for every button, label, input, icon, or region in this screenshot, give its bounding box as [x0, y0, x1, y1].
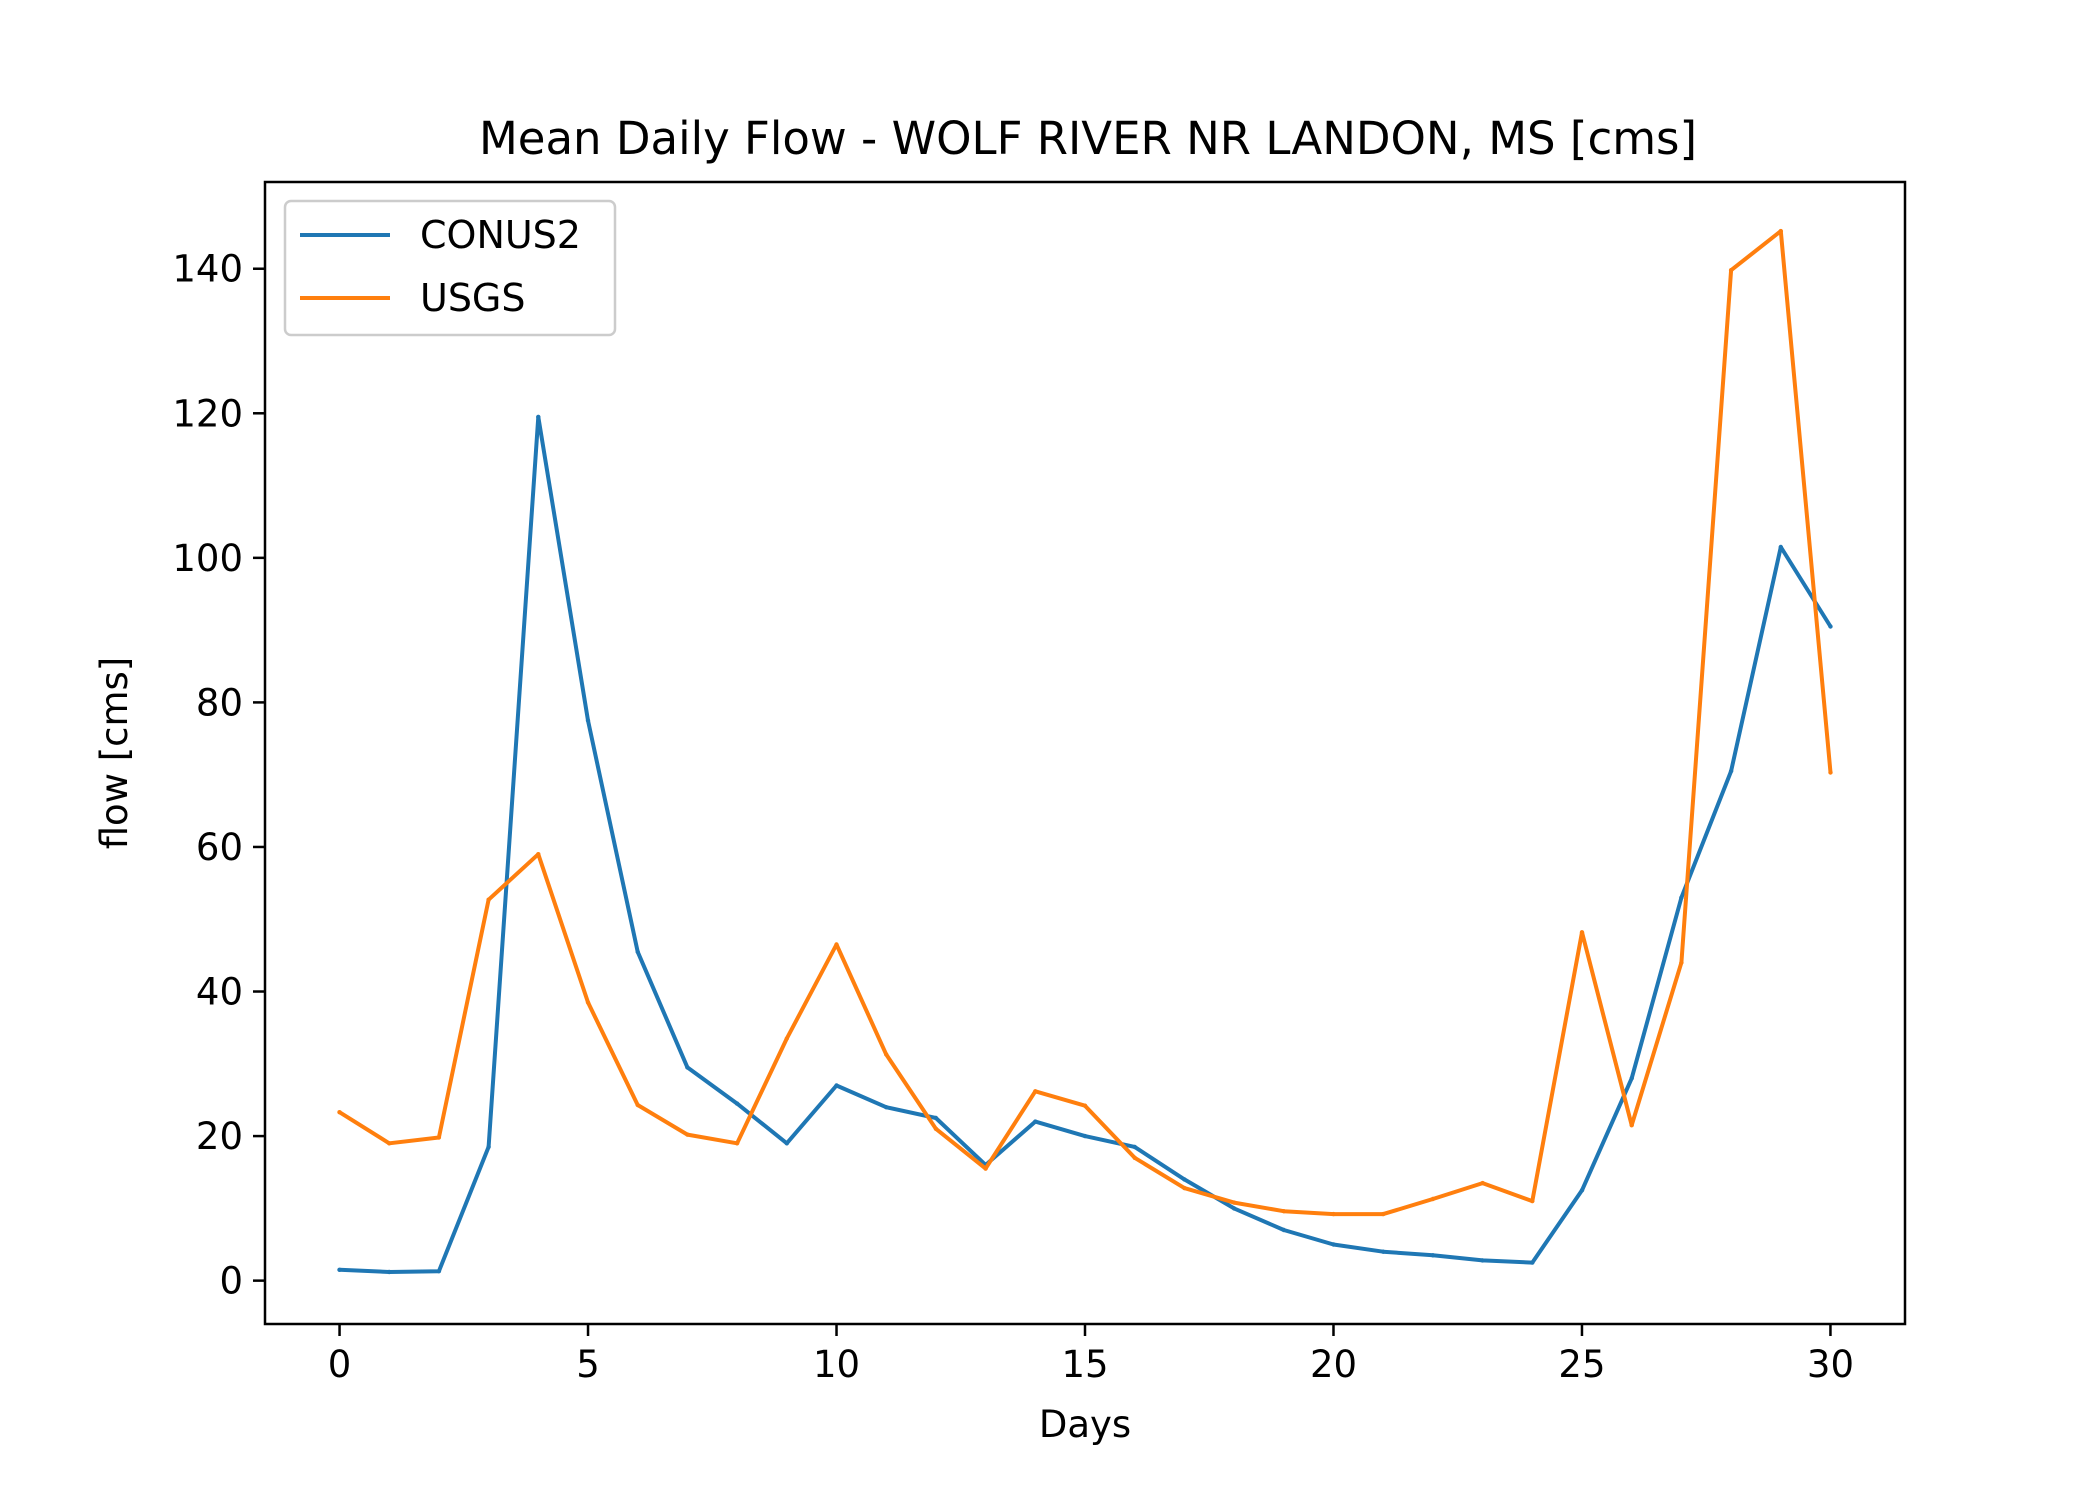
data-point-conus2	[1430, 1253, 1436, 1258]
data-point-conus2	[1132, 1144, 1137, 1150]
data-point-usgs	[1480, 1180, 1485, 1186]
legend: CONUS2 USGS	[283, 199, 617, 337]
data-point-conus2	[337, 1267, 342, 1273]
x-tick-label: 10	[813, 1343, 860, 1386]
y-axis-label: flow [cms]	[93, 657, 136, 850]
data-point-conus2	[1828, 624, 1833, 629]
chart-title: Mean Daily Flow - WOLF RIVER NR LANDON, …	[479, 112, 1697, 165]
x-tick-label: 0	[328, 1343, 352, 1386]
data-point-usgs	[486, 897, 491, 902]
series-lines	[337, 228, 1833, 1275]
data-point-usgs	[834, 942, 839, 947]
data-point-conus2	[784, 1141, 789, 1146]
data-point-conus2	[1182, 1177, 1187, 1182]
data-point-conus2	[685, 1065, 690, 1070]
data-point-conus2	[933, 1115, 939, 1121]
data-point-usgs	[1182, 1185, 1187, 1191]
data-point-conus2	[486, 1144, 491, 1150]
y-tick-label: 60	[196, 826, 243, 869]
data-point-usgs	[685, 1132, 690, 1137]
data-point-conus2	[1281, 1227, 1287, 1233]
data-point-usgs	[1530, 1198, 1535, 1204]
data-point-usgs	[387, 1141, 392, 1146]
data-point-usgs	[1778, 228, 1784, 234]
y-tick-label: 0	[219, 1260, 243, 1303]
data-point-usgs	[1033, 1089, 1038, 1094]
data-point-conus2	[1728, 768, 1734, 774]
data-point-conus2	[387, 1269, 392, 1275]
legend-label-conus2: CONUS2	[420, 213, 581, 257]
data-point-usgs	[1132, 1155, 1137, 1161]
data-point-usgs	[1629, 1123, 1634, 1128]
legend-label-usgs: USGS	[420, 276, 526, 320]
data-point-usgs	[536, 852, 541, 857]
data-point-usgs	[585, 1000, 591, 1005]
data-point-conus2	[536, 414, 541, 420]
data-point-conus2	[1033, 1119, 1038, 1124]
data-point-usgs	[1082, 1103, 1088, 1108]
data-point-conus2	[1530, 1260, 1535, 1265]
data-point-usgs	[734, 1141, 740, 1146]
data-point-usgs	[1679, 960, 1684, 965]
y-tick-label: 20	[196, 1115, 243, 1158]
data-point-conus2	[1629, 1076, 1634, 1081]
data-point-conus2	[1381, 1249, 1386, 1254]
data-point-conus2	[436, 1269, 442, 1274]
data-point-usgs	[1281, 1209, 1287, 1214]
data-point-usgs	[1828, 770, 1833, 775]
data-point-usgs	[1430, 1196, 1436, 1202]
y-tick-label: 100	[172, 537, 243, 580]
data-point-conus2	[1331, 1242, 1336, 1247]
data-point-usgs	[784, 1036, 789, 1041]
data-point-conus2	[1579, 1188, 1585, 1193]
data-point-conus2	[1480, 1258, 1485, 1263]
data-point-usgs	[933, 1126, 939, 1132]
plot-area	[263, 180, 1907, 1326]
x-axis-label: Days	[1039, 1403, 1131, 1446]
data-point-usgs	[1331, 1211, 1336, 1217]
x-tick-label: 20	[1310, 1343, 1357, 1386]
y-tick-label: 120	[172, 392, 243, 435]
data-point-usgs	[1381, 1211, 1386, 1217]
x-tick-label: 30	[1807, 1343, 1854, 1386]
y-tick-label: 80	[196, 681, 243, 724]
x-tick-label: 15	[1061, 1343, 1108, 1386]
data-point-conus2	[585, 718, 591, 723]
data-point-conus2	[1679, 895, 1684, 900]
data-point-conus2	[734, 1101, 740, 1106]
data-point-conus2	[1082, 1133, 1088, 1139]
data-point-usgs	[1231, 1200, 1237, 1205]
data-point-conus2	[834, 1083, 839, 1088]
data-point-conus2	[1231, 1206, 1237, 1211]
data-point-conus2	[1778, 544, 1784, 550]
data-point-conus2	[635, 949, 640, 954]
data-point-conus2	[884, 1105, 889, 1110]
data-point-usgs	[337, 1110, 342, 1115]
data-point-usgs	[1579, 930, 1585, 935]
data-point-usgs	[1728, 268, 1734, 273]
y-axis: 0 20 40 60 80 100 120 140	[172, 248, 265, 1303]
x-tick-label: 25	[1558, 1343, 1605, 1386]
data-point-usgs	[983, 1166, 988, 1171]
y-tick-label: 40	[196, 971, 243, 1014]
x-tick-label: 5	[576, 1343, 600, 1386]
y-tick-label: 140	[172, 248, 243, 291]
data-point-usgs	[884, 1052, 889, 1057]
data-point-usgs	[436, 1135, 442, 1140]
x-axis: 0 5 10 15 20 25 30	[328, 1324, 1854, 1386]
data-point-usgs	[635, 1102, 640, 1108]
